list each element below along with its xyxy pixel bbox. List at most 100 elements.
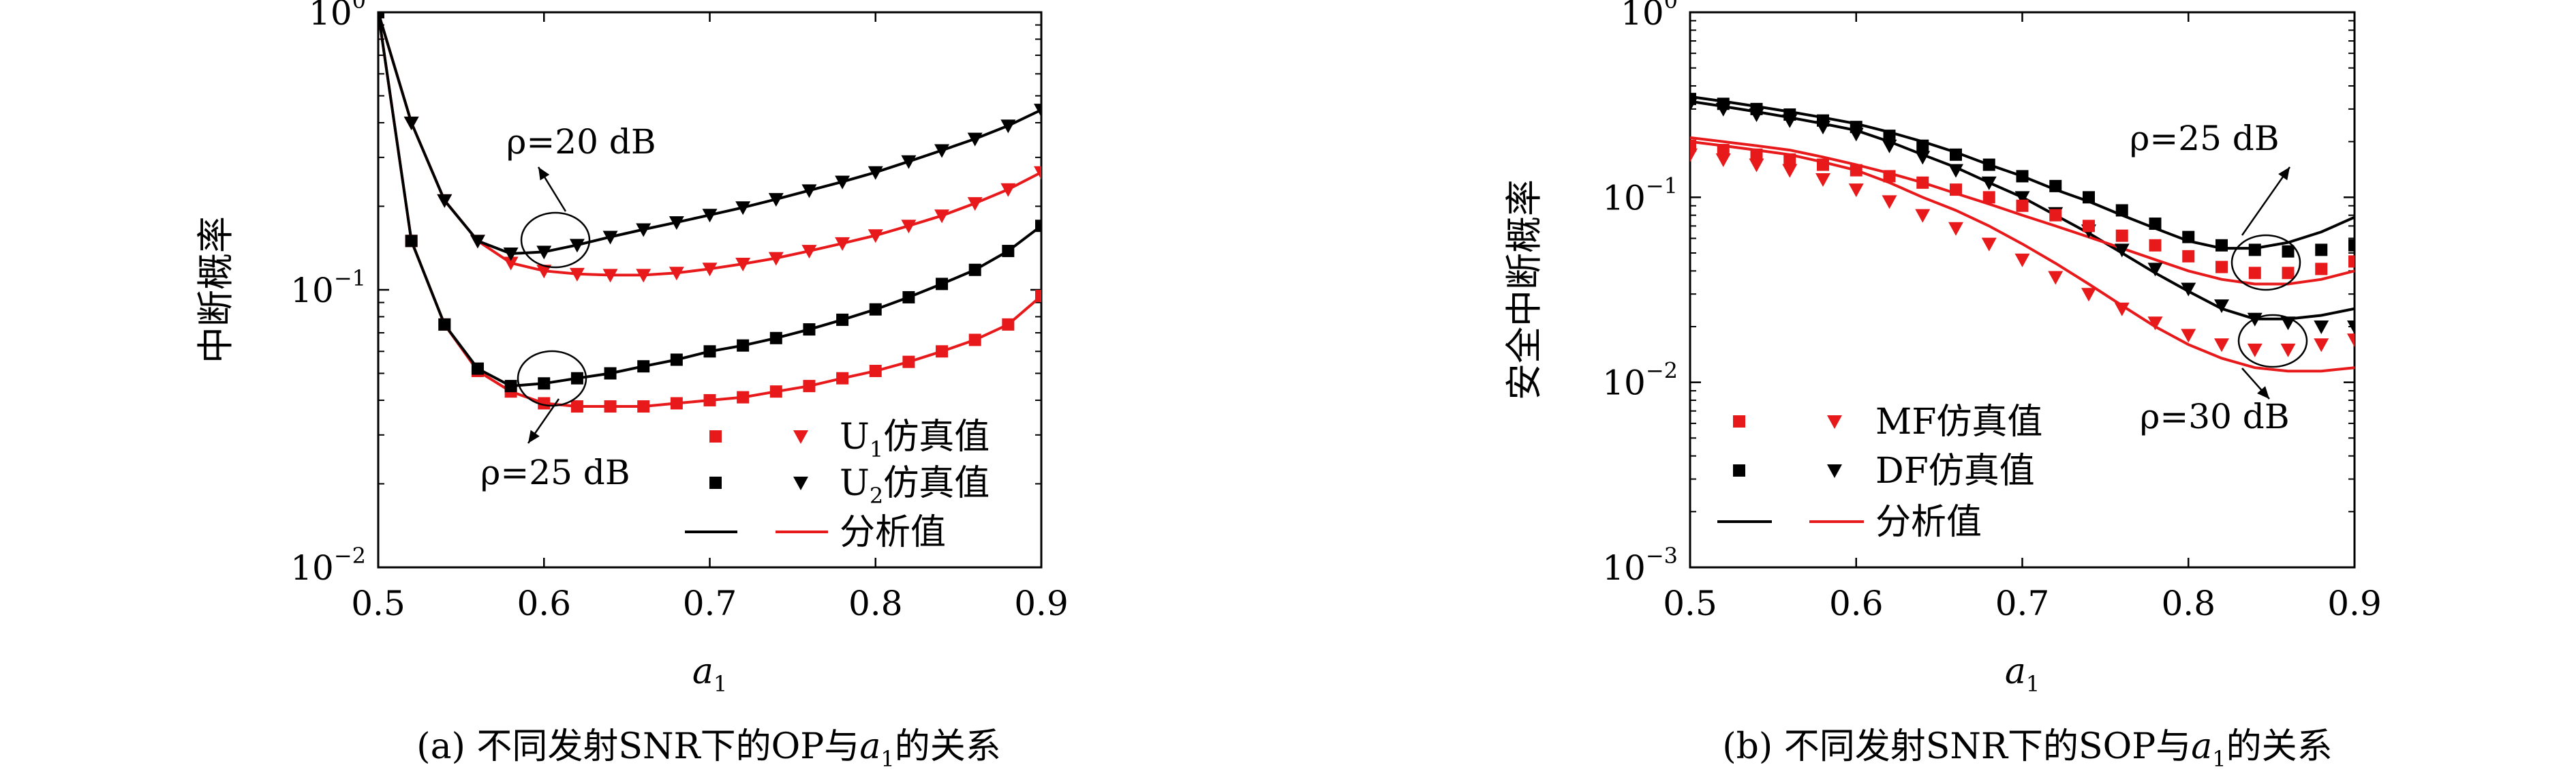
data-point-triangle xyxy=(470,235,485,249)
annotation-arrowhead xyxy=(2257,386,2269,399)
data-point-square xyxy=(737,391,750,404)
data-point-triangle xyxy=(2347,333,2355,348)
legend-label: 分析值 xyxy=(840,512,946,553)
data-point-square xyxy=(869,303,882,316)
data-point-square xyxy=(604,400,617,413)
data-point-triangle xyxy=(967,197,983,211)
data-point-square xyxy=(1690,139,1696,152)
legend-label: MF仿真值 xyxy=(1875,402,2042,443)
caption-prefix: (a) 不同发射SNR下的OP与 xyxy=(416,726,859,767)
data-point-square xyxy=(1002,245,1015,258)
legend-label-sub: 1 xyxy=(870,436,883,462)
data-point-square xyxy=(1950,183,1962,196)
data-point-triangle xyxy=(1882,195,1897,209)
data-point-square xyxy=(2348,239,2355,252)
data-point-square xyxy=(2248,243,2261,256)
data-point-square xyxy=(968,263,981,276)
data-point-triangle xyxy=(801,245,817,259)
data-point-square xyxy=(637,360,650,373)
data-point-triangle xyxy=(835,175,850,190)
data-point-square xyxy=(902,355,915,368)
legend-label-suffix: 仿真值 xyxy=(883,417,990,458)
data-point-square xyxy=(438,318,451,331)
data-point-triangle xyxy=(669,216,684,230)
data-point-square xyxy=(471,362,484,375)
annotation-label: ρ=30 dB xyxy=(2140,397,2290,436)
chart-b: 0.5 0.6 0.7 0.8 0.910010−110−210−3a1安全中断概率ρ=… xyxy=(1503,0,2382,772)
series-group xyxy=(378,12,1041,413)
data-point-square xyxy=(2049,209,2062,222)
data-point-square xyxy=(902,290,915,303)
data-point-triangle xyxy=(868,166,883,180)
y-tick-base: 10 xyxy=(1621,0,1664,33)
y-tick-exp: 0 xyxy=(1664,0,1678,14)
data-point-triangle xyxy=(1848,128,1864,142)
annotation-ellipse xyxy=(517,350,587,407)
data-point-triangle xyxy=(1690,98,1698,112)
data-point-triangle xyxy=(1815,173,1830,188)
data-point-square xyxy=(769,385,782,398)
y-tick-label: 10−2 xyxy=(1602,358,1678,403)
x-tick-label: 0.6 xyxy=(1829,584,1884,623)
legend-label-suffix: 仿真值 xyxy=(883,463,990,504)
data-point-triangle xyxy=(2014,191,2030,205)
x-axis-label: a1 xyxy=(692,651,727,697)
legend-label: U1仿真值 xyxy=(840,417,990,462)
y-tick-base: 10 xyxy=(309,0,352,33)
data-point-triangle xyxy=(602,230,618,245)
data-point-square xyxy=(2016,199,2029,212)
caption-var-sub: 1 xyxy=(880,746,894,772)
y-tick-label: 10−1 xyxy=(290,265,366,310)
data-point-square xyxy=(2149,218,2162,230)
x-axis-label-main: a xyxy=(692,651,714,692)
figure-caption: (b) 不同发射SNR下的SOP与a1的关系 xyxy=(1722,726,2332,772)
x-axis-label: a1 xyxy=(2005,651,2040,697)
y-tick-exp: 0 xyxy=(352,0,366,14)
caption-prefix: (b) 不同发射SNR下的SOP与 xyxy=(1722,726,2191,767)
data-point-square xyxy=(2182,230,2195,243)
data-point-triangle xyxy=(1948,164,1963,178)
data-point-square xyxy=(570,400,583,413)
x-tick-label: 0.5 xyxy=(1663,584,1717,623)
data-point-square xyxy=(1950,148,1962,161)
data-point-triangle xyxy=(1981,237,1997,252)
data-point-triangle xyxy=(835,237,850,251)
data-point-triangle xyxy=(2147,263,2163,277)
annotation-arrowhead xyxy=(528,430,540,443)
x-axis-label-main: a xyxy=(2005,651,2026,692)
data-point-triangle xyxy=(2314,320,2329,334)
data-point-triangle xyxy=(735,201,751,215)
y-tick-label: 100 xyxy=(309,0,366,33)
legend-label: 分析值 xyxy=(1875,502,1982,543)
data-point-square xyxy=(2115,229,2128,242)
data-point-triangle xyxy=(2114,302,2130,316)
data-point-triangle xyxy=(2048,271,2064,285)
annotation-label: ρ=20 dB xyxy=(506,122,656,162)
data-point-triangle xyxy=(2181,329,2196,343)
data-point-triangle xyxy=(1690,148,1698,162)
annotation-ellipse xyxy=(2230,234,2301,291)
legend-marker-triangle xyxy=(793,477,808,490)
x-tick-label: 0.9 xyxy=(2327,584,2382,623)
data-point-square xyxy=(570,372,583,385)
analysis-line xyxy=(378,12,1041,388)
y-axis-label: 中断概率 xyxy=(194,216,237,363)
annotation-arrow xyxy=(2241,166,2291,236)
data-point-triangle xyxy=(2314,338,2329,353)
data-point-triangle xyxy=(1848,183,1864,198)
data-point-square xyxy=(936,278,949,290)
data-point-square xyxy=(1916,176,1929,189)
figure-caption: (a) 不同发射SNR下的OP与a1的关系 xyxy=(416,726,1000,772)
y-tick-base: 10 xyxy=(1602,548,1646,588)
data-point-triangle xyxy=(768,252,784,266)
data-point-triangle xyxy=(901,220,917,234)
y-tick-label: 100 xyxy=(1621,0,1678,33)
data-point-square xyxy=(1035,290,1041,303)
data-point-triangle xyxy=(1981,176,1997,190)
data-point-triangle xyxy=(1000,183,1016,197)
data-point-triangle xyxy=(801,184,817,198)
data-point-square xyxy=(1717,144,1730,157)
y-tick-exp: −2 xyxy=(334,543,366,569)
